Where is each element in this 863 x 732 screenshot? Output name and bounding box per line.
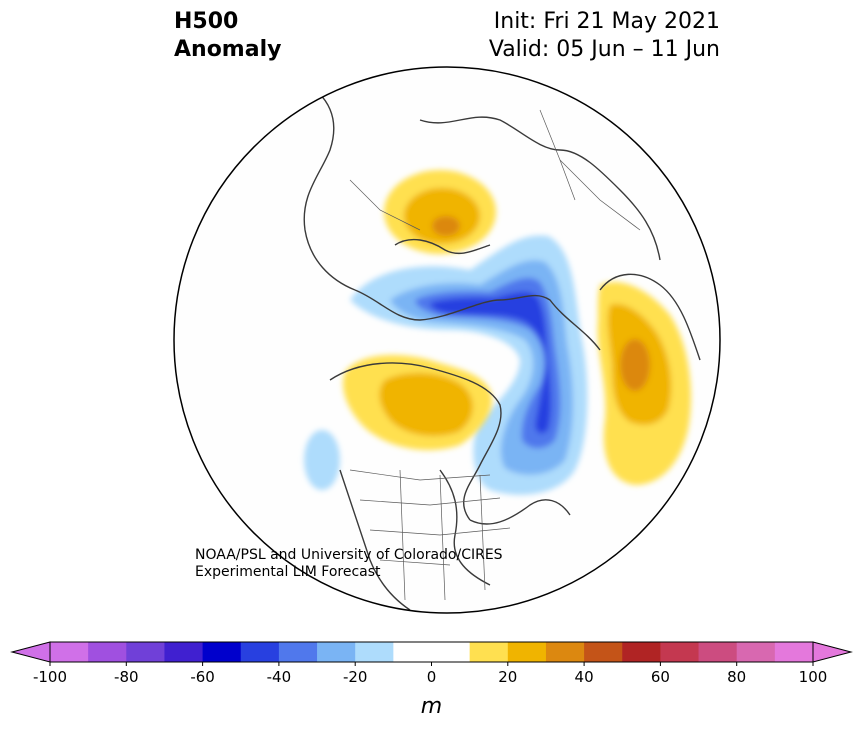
- colorbar-cell: [355, 642, 394, 662]
- colorbar-cell: [660, 642, 700, 662]
- map-boundary: [173, 66, 721, 614]
- colorbar-tick-label: 0: [427, 668, 437, 686]
- title-left: H500 Anomaly: [174, 8, 281, 64]
- credit: NOAA/PSL and University of Colorado/CIRE…: [195, 547, 503, 581]
- colorbar-cell: [202, 642, 242, 662]
- colorbar-ticks: -100 -80 -60 -40 -20 0 20 40 60 80 100: [33, 662, 827, 686]
- title-quantity: Anomaly: [174, 37, 282, 62]
- colorbar-tick-label: -20: [343, 668, 368, 686]
- init-date: Init: Fri 21 May 2021: [493, 9, 720, 34]
- colorbar-tick-label: -80: [114, 668, 139, 686]
- colorbar-extend-low: [10, 641, 51, 663]
- colorbar-unit: m: [420, 694, 443, 719]
- colorbar-cell: [545, 642, 585, 662]
- title-right: Init: Fri 21 May 2021 Valid: 05 Jun – 11…: [489, 8, 720, 64]
- colorbar-tick-label: -60: [190, 668, 215, 686]
- colorbar-cell: [469, 642, 509, 662]
- coastlines: [299, 79, 701, 611]
- positive-anomaly-alaska: [597, 281, 691, 485]
- colorbar: -100 -80 -60 -40 -20 0 20 40 60 80 100: [10, 641, 853, 686]
- colorbar-tick-label: -100: [33, 668, 67, 686]
- colorbar-cell: [317, 642, 356, 662]
- colorbar-cell: [584, 642, 623, 662]
- colorbar-tick-label: 100: [799, 668, 828, 686]
- colorbar-cell: [774, 642, 814, 662]
- credit-line-2: Experimental LIM Forecast: [195, 564, 381, 580]
- colorbar-cells: [10, 641, 853, 663]
- credit-line-1: NOAA/PSL and University of Colorado/CIRE…: [195, 547, 503, 563]
- positive-anomaly-scandinavia: [384, 170, 496, 254]
- colorbar-cell: [240, 642, 280, 662]
- colorbar-cell: [698, 642, 738, 662]
- colorbar-tick-label: -40: [267, 668, 292, 686]
- colorbar-cell: [278, 642, 318, 662]
- political-borders: [349, 109, 641, 601]
- negative-anomaly-pacific: [304, 430, 340, 490]
- colorbar-tick-label: 20: [498, 668, 517, 686]
- colorbar-cell: [622, 642, 661, 662]
- colorbar-extend-high: [812, 641, 853, 663]
- colorbar-cell: [507, 642, 547, 662]
- colorbar-tick-label: 80: [727, 668, 746, 686]
- colorbar-cell: [88, 642, 127, 662]
- colorbar-cell: [393, 642, 432, 662]
- colorbar-cell: [431, 642, 471, 662]
- colorbar-tick-label: 40: [575, 668, 594, 686]
- colorbar-cell: [736, 642, 776, 662]
- valid-range: Valid: 05 Jun – 11 Jun: [488, 37, 720, 62]
- colorbar-tick-label: 60: [651, 668, 670, 686]
- negative-anomaly-arctic: [350, 235, 588, 495]
- colorbar-cell: [50, 642, 89, 662]
- positive-anomaly-canada: [342, 355, 492, 451]
- title-variable: H500: [174, 9, 239, 34]
- colorbar-cell: [164, 642, 204, 662]
- colorbar-cell: [126, 642, 165, 662]
- polar-map: [173, 66, 721, 614]
- anomaly-field: [299, 79, 701, 611]
